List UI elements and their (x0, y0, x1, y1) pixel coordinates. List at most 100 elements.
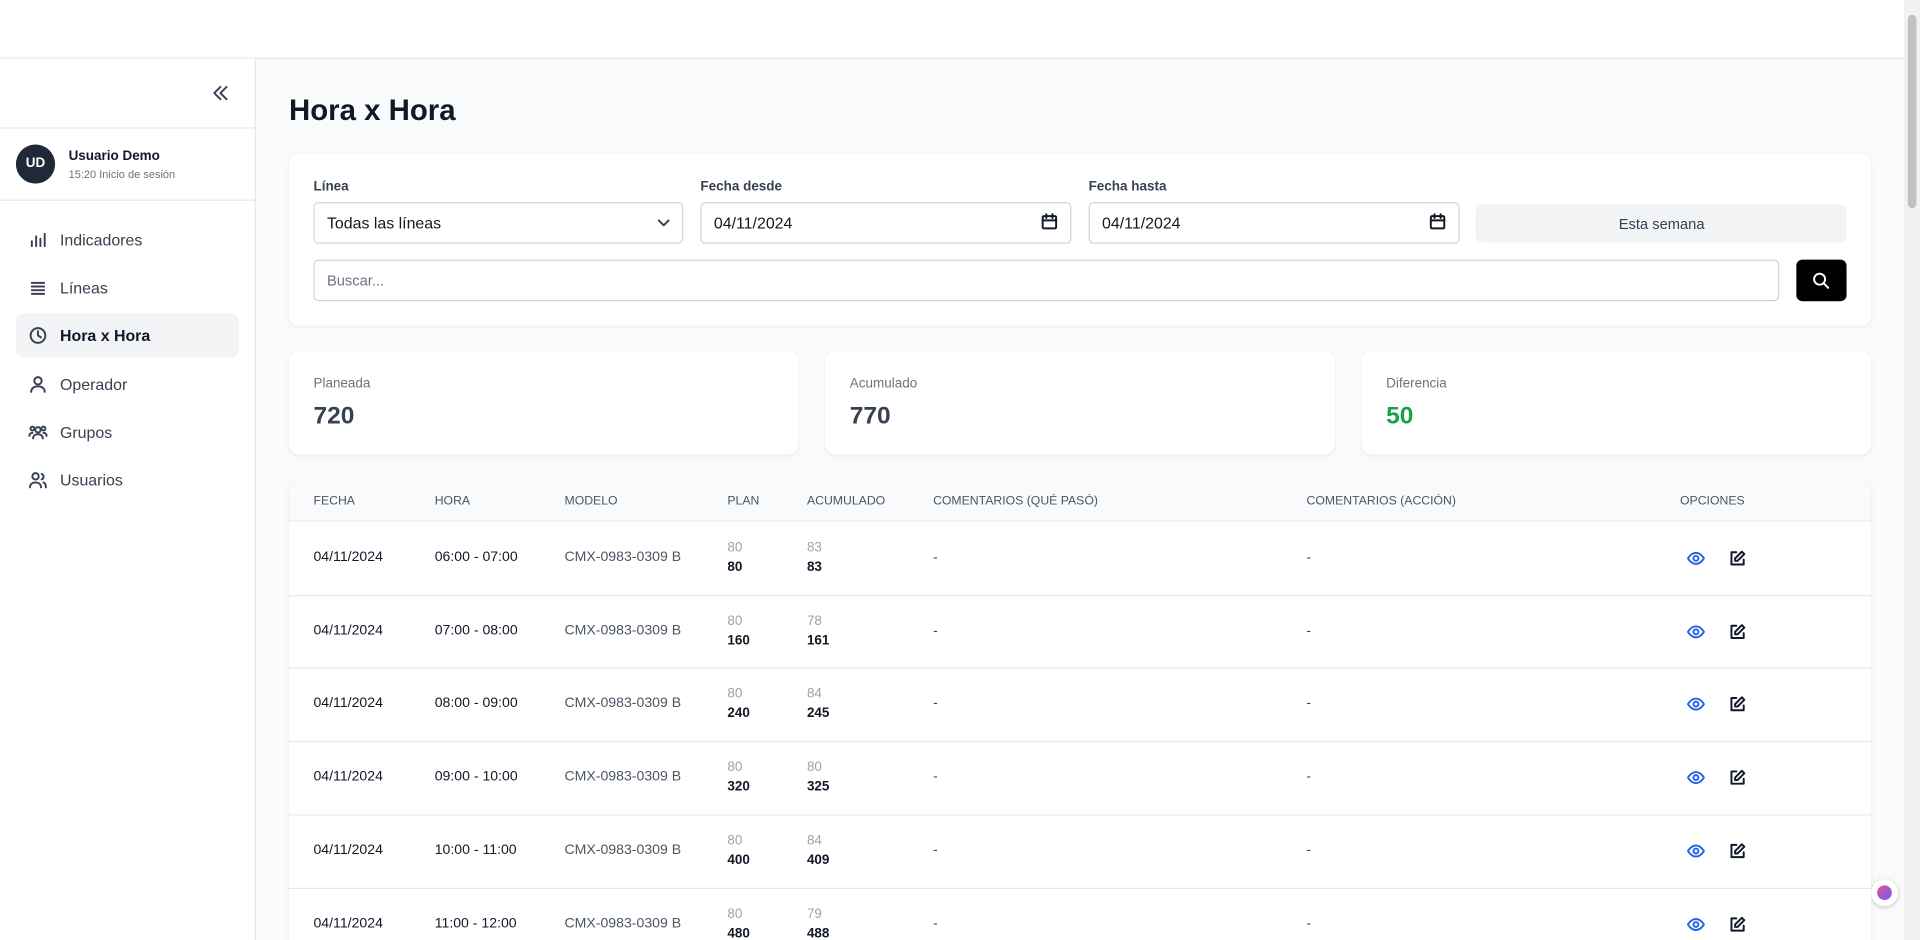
summary-label: Planeada (313, 378, 370, 391)
nav-icon (28, 422, 48, 442)
cell-plan-hour: 80 (727, 542, 742, 555)
cell-que-paso: - (933, 917, 937, 930)
cell-plan-total: 480 (727, 927, 749, 940)
summary-card (1362, 351, 1871, 454)
nav-item[interactable]: Líneas (60, 280, 108, 296)
cell-acum-total: 325 (807, 781, 829, 794)
nav-icon (28, 326, 48, 346)
summary-value: 50 (1386, 404, 1413, 428)
nav-icon (28, 278, 48, 298)
cell-plan-total: 320 (727, 781, 749, 794)
week-button-label: Esta semana (1619, 217, 1705, 232)
cell-acum-total: 161 (807, 635, 829, 648)
avatar-initials: UD (26, 157, 45, 170)
view-button[interactable] (1686, 768, 1706, 788)
cell-modelo: CMX-0983-0309 B (564, 698, 681, 712)
cell-plan-total: 240 (727, 708, 749, 721)
nav-item[interactable]: Usuarios (60, 472, 123, 488)
cell-que-paso: - (933, 625, 937, 638)
row-divider (289, 887, 1871, 888)
filter-label: Fecha hasta (1089, 181, 1167, 194)
summary-value: 720 (313, 404, 354, 428)
cell-fecha: 04/11/2024 (313, 844, 382, 858)
cell-acum-hour: 84 (807, 834, 822, 847)
row-divider (289, 814, 1871, 815)
cell-plan-hour: 80 (727, 615, 742, 628)
cell-acum-total: 488 (807, 927, 829, 940)
cell-hora: 06:00 - 07:00 (435, 551, 518, 565)
cell-hora: 10:00 - 11:00 (435, 844, 517, 858)
calendar-icon[interactable] (1428, 212, 1448, 232)
view-button[interactable] (1686, 549, 1706, 569)
filter-label: Fecha desde (700, 181, 782, 194)
summary-card (825, 351, 1334, 454)
column-header: FECHA (313, 496, 355, 508)
cell-modelo: CMX-0983-0309 B (564, 551, 681, 565)
column-header: HORA (435, 496, 470, 508)
column-header: COMENTARIOS (QUÉ PASÓ) (933, 496, 1098, 508)
widget-icon (1877, 885, 1892, 900)
filter-value: 04/11/2024 (1102, 215, 1181, 231)
filter-value: 04/11/2024 (714, 215, 793, 231)
cell-modelo: CMX-0983-0309 B (564, 844, 681, 858)
cell-acum-total: 83 (807, 561, 822, 574)
summary-label: Diferencia (1386, 378, 1447, 391)
cell-acum-hour: 80 (807, 761, 822, 774)
edit-button[interactable] (1728, 695, 1748, 715)
cell-que-paso: - (933, 698, 937, 711)
view-button[interactable] (1686, 622, 1706, 642)
sidebar (0, 59, 256, 940)
nav-item[interactable]: Indicadores (60, 232, 142, 248)
nav-icon (28, 230, 48, 250)
cell-hora: 07:00 - 08:00 (435, 624, 518, 638)
nav-icon (28, 470, 48, 490)
row-divider (289, 741, 1871, 742)
cell-accion: - (1307, 625, 1311, 638)
edit-button[interactable] (1728, 914, 1748, 934)
scrollbar (1904, 0, 1920, 940)
cell-acum-hour: 83 (807, 542, 822, 555)
view-button[interactable] (1686, 841, 1706, 861)
floating-widget[interactable] (1871, 879, 1898, 906)
cell-plan-total: 160 (727, 635, 749, 648)
calendar-icon[interactable] (1040, 212, 1060, 232)
cell-plan-hour: 80 (727, 761, 742, 774)
cell-accion: - (1307, 844, 1311, 857)
view-button[interactable] (1686, 914, 1706, 934)
column-header: OPCIONES (1680, 496, 1745, 508)
edit-button[interactable] (1728, 841, 1748, 861)
cell-acum-hour: 84 (807, 688, 822, 701)
cell-accion: - (1307, 771, 1311, 784)
edit-button[interactable] (1728, 549, 1748, 569)
edit-button[interactable] (1728, 768, 1748, 788)
summary-label: Acumulado (850, 378, 917, 391)
row-divider (289, 668, 1871, 669)
nav-item[interactable]: Grupos (60, 424, 112, 440)
nav-item[interactable]: Operador (60, 376, 127, 392)
nav-icon (28, 374, 48, 394)
cell-acum-hour: 78 (807, 615, 822, 628)
edit-button[interactable] (1728, 622, 1748, 642)
cell-que-paso: - (933, 771, 937, 784)
cell-acum-hour: 79 (807, 907, 822, 920)
nav-item[interactable]: Hora x Hora (60, 328, 150, 344)
search-input[interactable] (313, 260, 1779, 302)
top-bar (0, 0, 1904, 59)
cell-modelo: CMX-0983-0309 B (564, 771, 681, 785)
view-button[interactable] (1686, 695, 1706, 715)
cell-hora: 08:00 - 09:00 (435, 698, 518, 712)
cell-acum-total: 245 (807, 708, 829, 721)
table-card (289, 481, 1871, 940)
collapse-button[interactable] (211, 83, 231, 103)
page-title: Hora x Hora (289, 97, 456, 126)
summary-card (289, 351, 798, 454)
cell-accion: - (1307, 552, 1311, 565)
cell-accion: - (1307, 698, 1311, 711)
cell-fecha: 04/11/2024 (313, 771, 382, 785)
column-header: PLAN (727, 496, 759, 508)
cell-acum-total: 409 (807, 854, 829, 867)
scrollbar-thumb[interactable] (1908, 15, 1917, 208)
column-header: COMENTARIOS (ACCIÓN) (1307, 496, 1456, 508)
